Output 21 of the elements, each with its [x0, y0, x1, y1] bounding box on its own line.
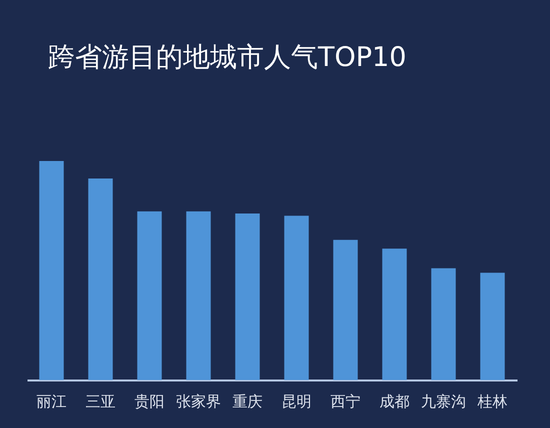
bar	[480, 272, 505, 380]
bar	[382, 248, 407, 380]
x-tick-label: 成都	[380, 392, 410, 410]
bar	[333, 240, 358, 380]
bar	[88, 178, 113, 380]
x-tick-label: 西宁	[330, 392, 360, 410]
x-tick-label: 桂林	[476, 392, 508, 410]
x-tick-label: 昆明	[282, 392, 312, 410]
chart-title: 跨省游目的地城市人气TOP10	[48, 42, 406, 73]
x-tick-label: 三亚	[86, 392, 116, 410]
x-tick-label: 九寨沟	[421, 392, 466, 410]
bar	[39, 161, 64, 380]
x-tick-label: 丽江	[36, 392, 66, 410]
bar	[137, 211, 162, 380]
bar	[186, 211, 211, 380]
bar	[284, 216, 309, 380]
bar	[431, 268, 456, 380]
x-tick-label: 张家界	[176, 392, 221, 410]
x-tick-label: 重庆	[232, 392, 262, 410]
x-tick-label: 贵阳	[134, 392, 164, 410]
bar	[235, 214, 260, 380]
